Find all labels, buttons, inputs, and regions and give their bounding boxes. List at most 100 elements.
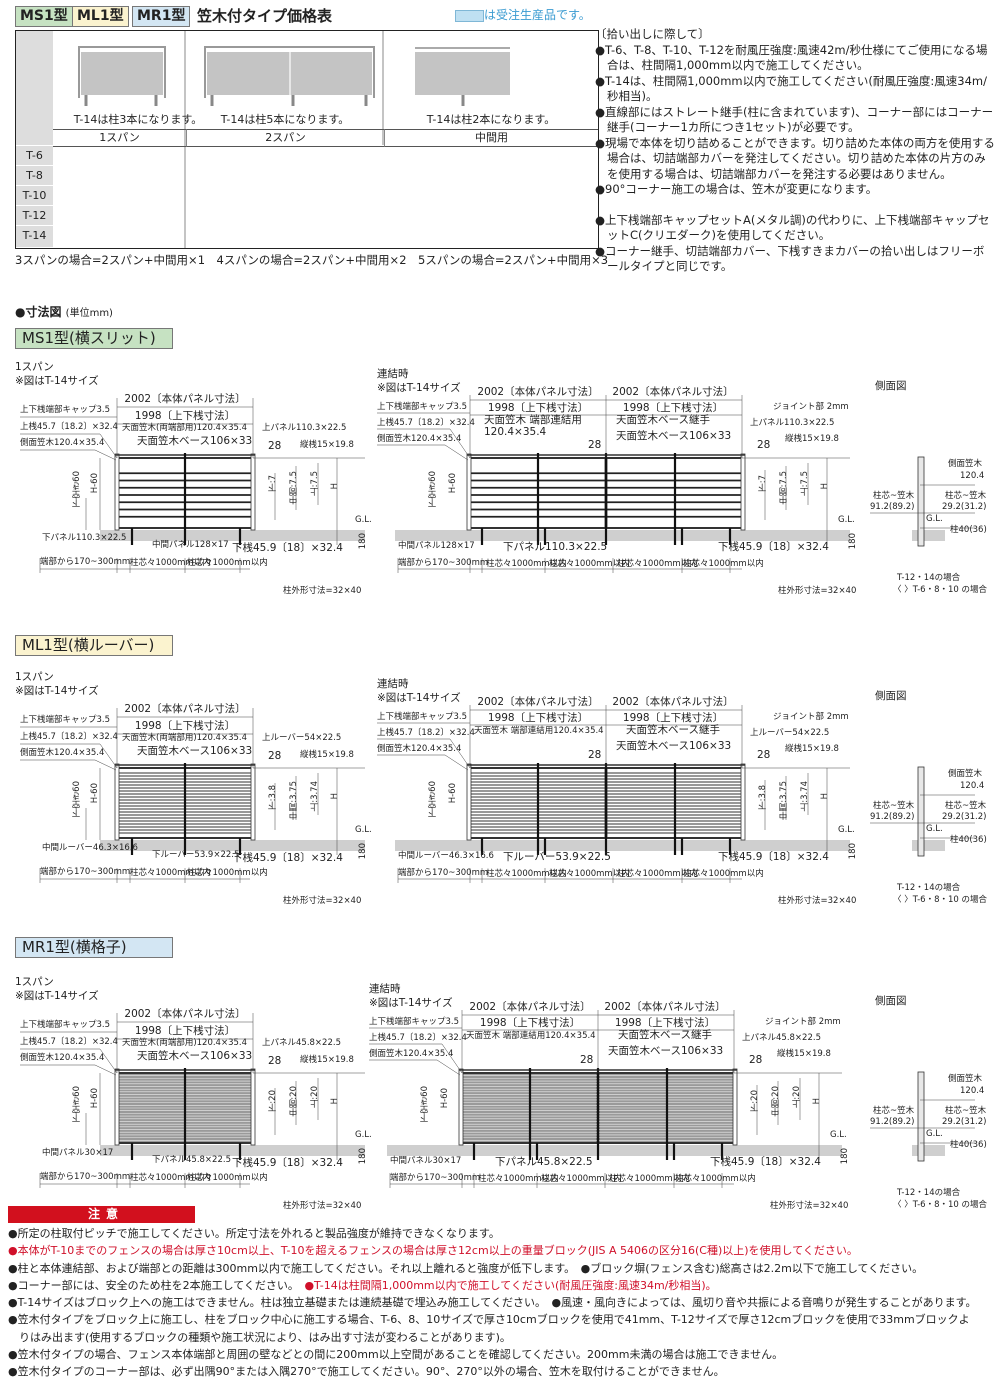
section-heading-mr1: MR1型(横格子) [15, 937, 173, 958]
dimension-label: 下桟45.9〔18〕×32.4 [718, 851, 829, 863]
dimension-label: 120.4 [960, 781, 985, 791]
row-t10: T-10 [16, 186, 53, 206]
dimension-label: 1998〔上下桟寸法〕 [134, 1025, 236, 1037]
dimension-label: G.L. [355, 515, 372, 525]
dimension-label: 中間パネル30×17 [42, 1148, 114, 1158]
side-title: 側面図 [875, 995, 907, 1007]
row-t14: T-14 [16, 226, 53, 248]
side-title: 側面図 [875, 380, 907, 392]
dimension-label: 側面笠木120.4×35.4 [377, 434, 462, 444]
joined-note: ※図はT-14サイズ [377, 382, 461, 394]
dimension-label: 上パネル110.3×22.5 [750, 418, 835, 428]
note-item [595, 198, 995, 213]
dimension-label: 下パネル110.3×22.5 [503, 541, 608, 553]
dimension-label: 上下桟端部キャップ3.5 [377, 402, 468, 412]
dimension-label: 中間パネル128×17 [398, 541, 475, 551]
note-item: ●T-14は、柱間隔1,000mm以内で施工してください(耐風圧強度:風速34m… [595, 73, 987, 104]
dimension-label: 上ルーバー54×22.5 [750, 728, 830, 738]
dimension-label: 柱外形寸法=32×40 [283, 896, 362, 906]
dimension-line [94, 759, 117, 771]
dimension-label: 中間ルーバー46.3×16.6 [398, 851, 494, 861]
dimension-label: G.L. [926, 1129, 943, 1139]
dimension-label: 1998〔上下桟寸法〕 [622, 402, 724, 414]
caution-warning-text: ●本体がT-10までのフェンスの場合は厚さ10cm以上、T-10を超えるフェンス… [8, 1244, 858, 1258]
caution-line: ●笠木付タイプの場合、フェンス本体端部と周囲の壁などとの間に200mm以上空間が… [8, 1346, 998, 1363]
span1-note: ※図はT-14サイズ [15, 375, 99, 387]
dimension-label: 1998〔上下桟寸法〕 [622, 712, 724, 724]
ml1-joined-side-kasagi [466, 763, 472, 841]
dimension-label: 天面笠木ベース106×33 [137, 1050, 253, 1062]
dimension-label: G.L. [830, 1130, 847, 1140]
dimension-label: 29.2(31.2) [942, 812, 987, 822]
joined-title: 連結時 [369, 983, 401, 995]
dimension-label: H [820, 793, 830, 800]
dimension-label: 側面笠木120.4×35.4 [377, 744, 462, 754]
dimension-label: H [812, 1098, 822, 1105]
dimension-label: 柱芯~笠木 [945, 491, 987, 501]
dimension-label: 側面笠木120.4×35.4 [20, 1053, 105, 1063]
post-pitch-label: 柱芯々1000mm以内 [187, 868, 268, 878]
post-pitch-label: 柱芯々1000mm以内 [187, 558, 268, 568]
mr1-joined-side-kasagi [458, 1068, 464, 1146]
col-2span: 2スパン [187, 129, 385, 147]
dimension-label: 2002〔本体パネル寸法〕 [477, 696, 599, 708]
post-pitch-label: 柱芯々1000mm以内 [486, 869, 567, 879]
page-title: 笠木付タイプ価格表 [197, 7, 333, 25]
dimension-label: G.L. [926, 824, 943, 834]
dimension-label: 中間:3.75 [779, 781, 789, 820]
ms1-joined-ground [395, 530, 850, 541]
note-item: ●T-6、T-8、T-10、T-12を耐風圧強度:風速42m/秒仕様にてご使用に… [595, 42, 988, 73]
thumb-1span-side [78, 46, 80, 98]
thumb-middle-kasagi [415, 47, 510, 49]
dimension-label: 柱外形寸法=32×40 [778, 586, 857, 596]
dimension-label: 下桟45.9〔18〕×32.4 [232, 542, 343, 554]
dimension-label: 柱40(36) [950, 525, 987, 535]
span1-title: 1スパン [15, 361, 54, 373]
dimension-label: 下ルーバー53.9×22.5 [152, 850, 240, 860]
dimension-label: 柱外形寸法=32×40 [778, 896, 857, 906]
caution-line: ●笠木付タイプをブロック上に施工し、柱をブロック中心に施工する場合、T-6、8、… [8, 1311, 998, 1328]
dimension-label: T-12・14の場合 [897, 1188, 961, 1198]
dimension-label: 端部から170~300mm [40, 557, 131, 567]
post-pitch-label: 柱芯々1000mm以内 [130, 558, 211, 568]
dimension-label: 上パネル110.3×22.5 [262, 423, 347, 433]
notes-right: 〔拾い出しに際して〕 ●T-6、T-8、T-10、T-12を耐風圧強度:風速42m… [595, 27, 995, 275]
dimension-label: G.L. [355, 825, 372, 835]
dimension-label: 上桟45.7〔18.2〕×32.4 [20, 732, 118, 742]
ml1-joined-side-kasagi [740, 763, 746, 841]
dimension-label: 120.4 [960, 1086, 985, 1096]
section-heading-ml1: ML1型(横ルーバー) [15, 635, 173, 656]
joined-title: 連結時 [377, 368, 409, 380]
dimension-label: 2002〔本体パネル寸法〕 [124, 1008, 246, 1020]
ml1-1span-side-kasagi [114, 763, 120, 841]
dimension-label: 天面笠木 端部連結用120.4×35.4 [466, 1031, 596, 1041]
dimension-label: 天面笠木ベース106×33 [608, 1045, 724, 1057]
joined-note: ※図はT-14サイズ [377, 692, 461, 704]
mr1-1span-side-kasagi [114, 1068, 120, 1146]
table-corner [16, 31, 53, 146]
ms1-side-ground [912, 530, 945, 541]
caution-heading: 注意 [8, 1206, 195, 1223]
dimension-label: 柱外形寸法=32×40 [770, 1201, 849, 1211]
dimension-title: ●寸法図 [15, 305, 62, 319]
post-pitch-label: 柱芯々1000mm以内 [486, 559, 567, 569]
dimension-label: 天面笠木ベース106×33 [137, 745, 253, 757]
note-item: ●直線部にはストレート継手(柱に含まれています)、コーナー部にはコーナー継手(コ… [595, 104, 994, 135]
dimension-label: 柱40(36) [950, 835, 987, 845]
dimension-label: 下パネル45.8×22.5 [152, 1155, 231, 1165]
dimension-label: 28 [757, 749, 771, 761]
post-pitch-label: 柱芯々1000mm以内 [683, 559, 764, 569]
dimension-label: 〈 〉T-6・8・10 の場合 [893, 1200, 988, 1210]
dimension-line [94, 1064, 117, 1076]
dimension-label: 〈 〉T-6・8・10 の場合 [893, 895, 988, 905]
dimension-label: G.L. [838, 825, 855, 835]
dimension-label: 側面笠木 [948, 1074, 983, 1084]
dimension-label: 上:20 [792, 1086, 802, 1109]
caution-text: ●笠木付タイプのコーナー部は、必ず出隅90°または入隅270°で施工してください… [8, 1365, 725, 1379]
side-title: 側面図 [875, 690, 907, 702]
dimension-label: 1998〔上下桟寸法〕 [487, 712, 589, 724]
dimension-label: 91.2(89.2) [870, 502, 915, 512]
thumb-2span-side [373, 46, 375, 98]
thumb-2span-post [210, 95, 214, 106]
dimension-label: 下:20 [268, 1090, 278, 1113]
